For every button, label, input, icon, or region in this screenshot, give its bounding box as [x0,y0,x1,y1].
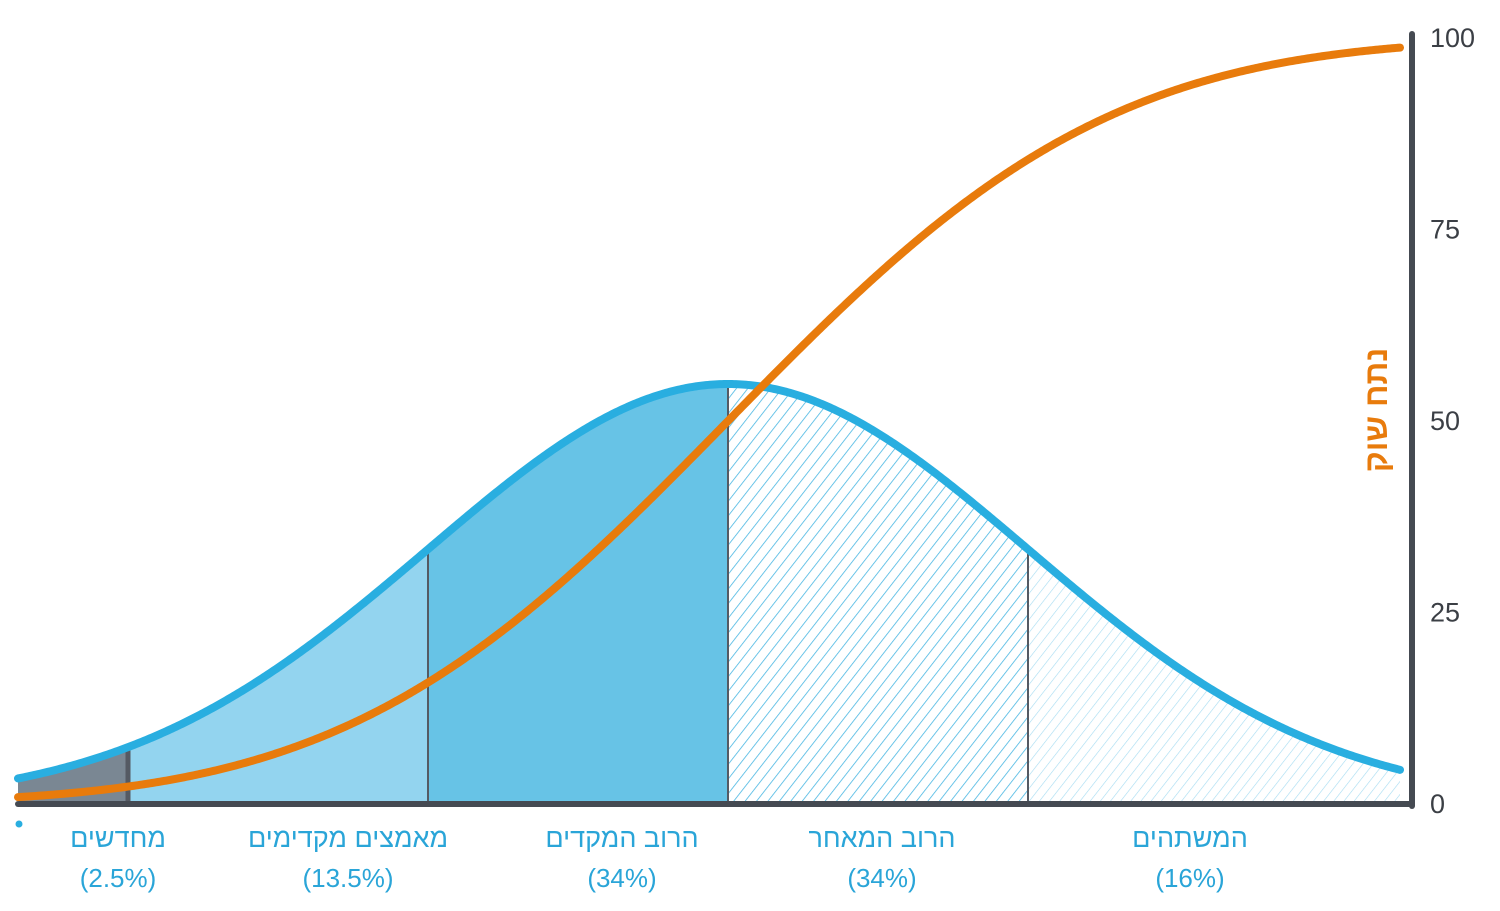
segment-name-4: הרוב המאחר [808,823,955,853]
segment-name-3: הרוב המקדים [545,823,698,853]
origin-dot [15,820,23,828]
segment-labels: מחדשים (2.5%) מאמצים מקדימים (13.5%) הרוב המ… [70,823,1248,893]
y-tick-label-100: 100 [1430,23,1475,53]
segment-fills [18,384,1400,804]
y-axis-ticks: 0 25 50 75 100 [1430,23,1475,819]
y-tick-label-75: 75 [1430,215,1460,245]
segment-dividers [125,384,1029,804]
adoption-curve [14,43,1404,802]
segment-percent-1: (2.5%) [80,863,157,893]
y-tick-label-0: 0 [1430,789,1445,819]
segment-name-5: המשתהים [1132,823,1248,853]
y-tick-label-25: 25 [1430,598,1460,628]
segment-area-5 [1028,549,1400,804]
segment-percent-2: (13.5%) [302,863,393,893]
segment-percent-4: (34%) [847,863,916,893]
y-axis-label: נתח שוק [1358,348,1394,472]
segment-area-4 [728,384,1028,804]
segment-name-1: מחדשים [70,823,166,853]
segment-percent-3: (34%) [587,863,656,893]
segment-name-2: מאמצים מקדימים [248,823,448,853]
segment-percent-5: (16%) [1155,863,1224,893]
y-tick-label-50: 50 [1430,406,1460,436]
bell-curve [14,380,1404,783]
segment-area-3 [428,384,728,804]
